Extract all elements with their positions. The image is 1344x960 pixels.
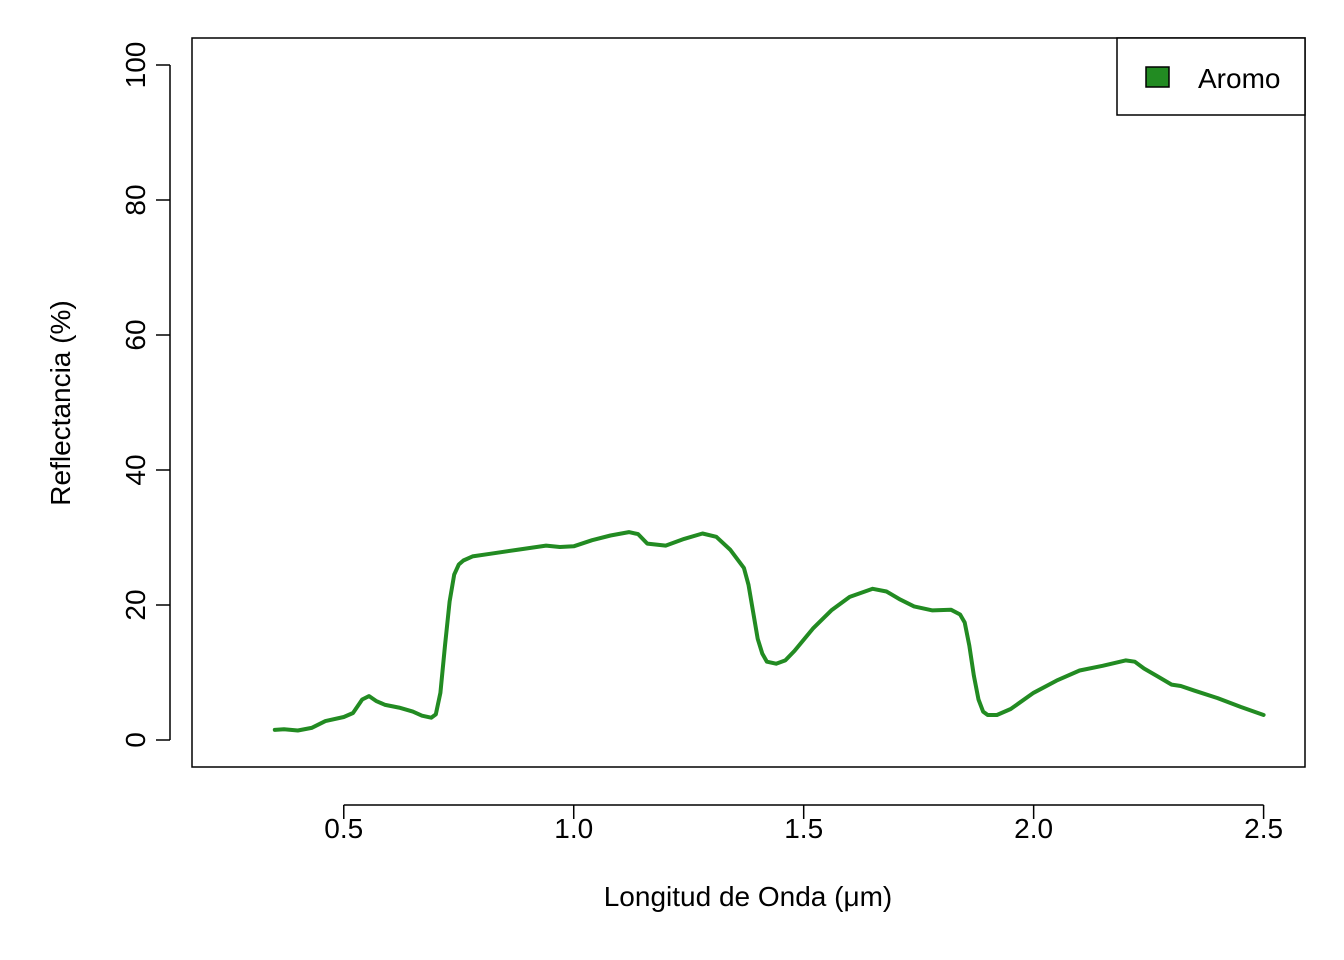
plot-frame (191, 37, 1306, 768)
y-tick-label: 40 (120, 454, 151, 485)
x-tick-label: 2.0 (1014, 813, 1053, 844)
y-tick-label: 60 (120, 319, 151, 350)
y-tick-label: 100 (120, 42, 151, 89)
y-tick-label: 0 (120, 732, 151, 748)
x-tick-label: 2.5 (1244, 813, 1283, 844)
legend-swatch-aromo (1145, 66, 1170, 88)
x-tick-label: 1.0 (554, 813, 593, 844)
series-layer (272, 530, 1266, 733)
axes: 0.5 1.0 1.5 2.0 2.5 0 20 40 60 80 100 (120, 42, 1283, 844)
series-line-aromo (272, 530, 1266, 733)
x-tick-label: 0.5 (324, 813, 363, 844)
y-tick-label: 80 (120, 184, 151, 215)
y-axis-title: Reflectancia (%) (45, 300, 76, 505)
x-tick-label: 1.5 (784, 813, 823, 844)
x-axis-title: Longitud de Onda (μm) (604, 881, 893, 912)
y-tick-label: 20 (120, 589, 151, 620)
legend: Aromo (1116, 37, 1306, 116)
legend-label-aromo: Aromo (1198, 63, 1280, 94)
